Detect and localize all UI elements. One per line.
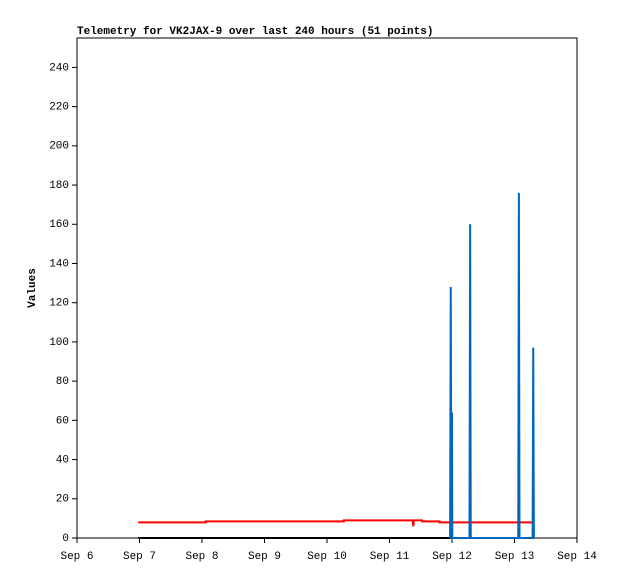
y-tick-label: 180 xyxy=(49,180,69,192)
y-tick-label: 100 xyxy=(49,337,69,349)
x-tick-label: Sep 10 xyxy=(307,551,347,563)
y-tick-label: 60 xyxy=(56,415,69,427)
x-tick-label: Sep 12 xyxy=(432,551,472,563)
y-tick-label: 160 xyxy=(49,219,69,231)
y-tick-label: 220 xyxy=(49,102,69,114)
chart-title: Telemetry for VK2JAX-9 over last 240 hou… xyxy=(77,26,433,38)
y-axis-label: Values xyxy=(27,268,39,308)
y-tick-label: 80 xyxy=(56,376,69,388)
y-tick-label: 40 xyxy=(56,454,69,466)
y-tick-label: 120 xyxy=(49,298,69,310)
x-tick-label: Sep 6 xyxy=(60,551,93,563)
series-line xyxy=(449,192,535,539)
y-tick-label: 240 xyxy=(49,62,69,74)
y-tick-label: 20 xyxy=(56,494,69,506)
x-tick-label: Sep 11 xyxy=(370,551,410,563)
y-tick-label: 140 xyxy=(49,258,69,270)
y-tick-label: 0 xyxy=(62,533,69,545)
x-tick-label: Sep 9 xyxy=(248,551,281,563)
series-line xyxy=(138,519,532,527)
x-tick-label: Sep 13 xyxy=(495,551,535,563)
x-tick-label: Sep 14 xyxy=(557,551,597,563)
x-tick-label: Sep 8 xyxy=(185,551,218,563)
plot-frame xyxy=(76,37,578,539)
x-tick-label: Sep 7 xyxy=(123,551,156,563)
y-tick-label: 200 xyxy=(49,141,69,153)
